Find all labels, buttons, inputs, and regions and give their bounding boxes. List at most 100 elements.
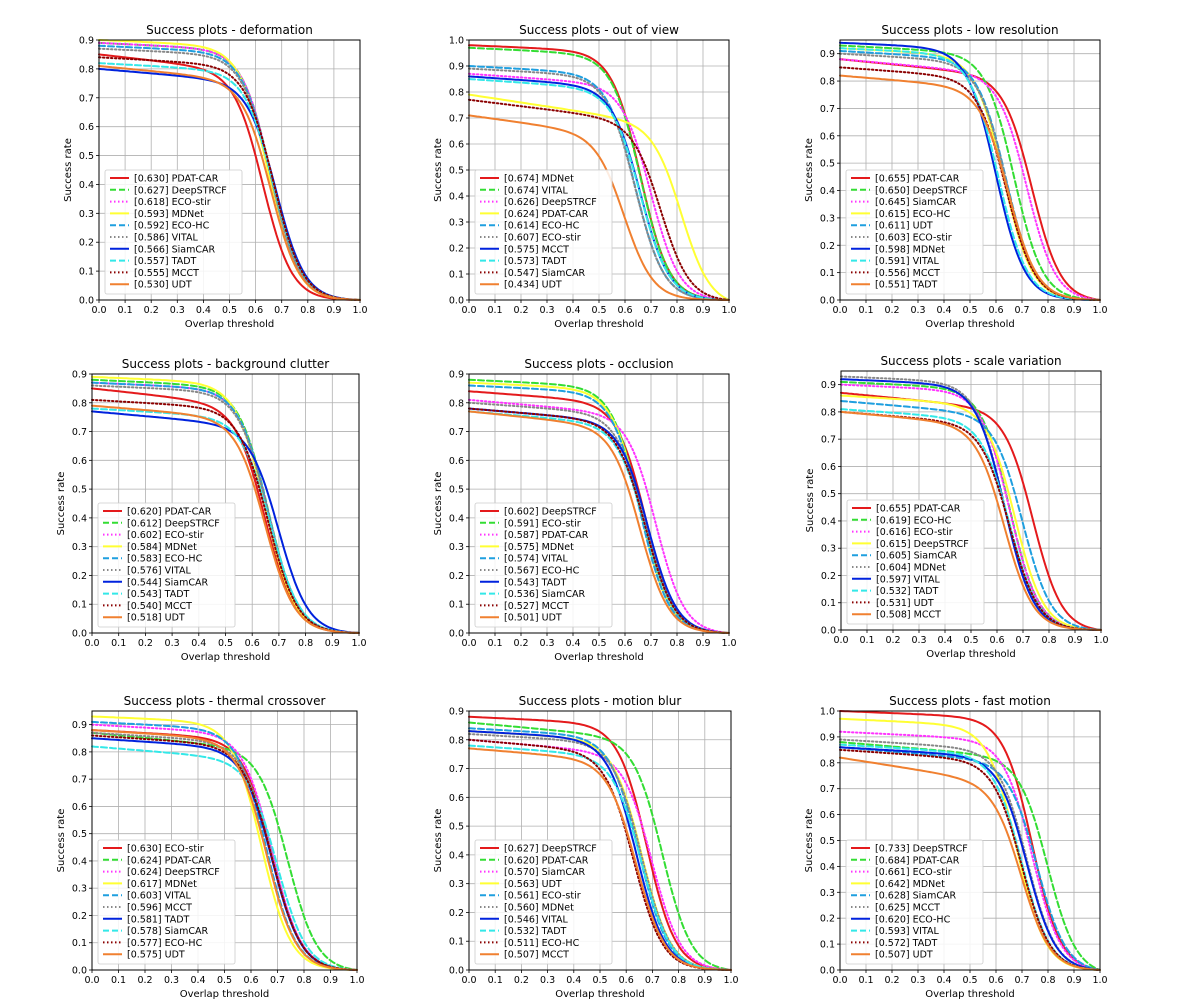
series-line: [468, 67, 730, 301]
legend-entry: [0.630] PDAT-CAR: [134, 174, 219, 185]
series-line: [839, 74, 1101, 301]
legend-entry: [0.603] ECO-stir: [875, 233, 952, 244]
x-tick-label: 0.6: [243, 975, 258, 986]
legend-entry: [0.575] MDNet: [504, 542, 574, 553]
legend-entry: [0.627] DeepSTRCF: [134, 185, 227, 196]
legend-entry: [0.655] PDAT-CAR: [876, 504, 961, 515]
x-tick-label: 0.7: [643, 305, 658, 316]
y-tick-label: 0.1: [449, 937, 464, 948]
series-line: [98, 67, 361, 301]
series-line: [839, 44, 1101, 301]
legend-entry: [0.655] PDAT-CAR: [875, 174, 960, 185]
x-tick-label: 0.1: [858, 975, 873, 986]
legend-entry: [0.611] UDT: [875, 221, 933, 232]
x-tick-label: 1.0: [349, 975, 364, 986]
x-tick-label: 0.2: [884, 975, 899, 986]
y-tick-label: 0.3: [820, 888, 835, 899]
y-tick-label: 0.1: [72, 600, 87, 611]
x-tick-label: 0.7: [1014, 975, 1029, 986]
x-tick-label: 0.4: [565, 305, 580, 316]
series-line: [91, 745, 358, 971]
series-line: [468, 114, 730, 301]
legend: [0.602] DeepSTRCF[0.591] ECO-stir[0.587]…: [474, 502, 613, 628]
y-tick-label: 0.2: [72, 911, 87, 922]
legend-entry: [0.598] MDNet: [875, 244, 945, 255]
x-tick-label: 0.6: [989, 635, 1004, 646]
series-line: [468, 384, 730, 634]
y-tick-label: 0.6: [72, 802, 87, 813]
chart-title: Success plots - low resolution: [881, 23, 1058, 37]
y-tick-label: 0.7: [449, 114, 464, 125]
y-tick-label: 0.1: [820, 940, 835, 951]
y-tick-label: 0.5: [449, 485, 464, 496]
legend-entry: [0.532] TADT: [876, 586, 939, 597]
x-tick-label: 0.0: [91, 305, 106, 316]
y-tick-label: 0.7: [449, 764, 464, 775]
chart-panel-6: 0.0 0.1 0.2 0.3 0.4 0.5 0.6 0.7 0.8 0.9 1.0 0.0 0.1 0…: [805, 354, 1109, 660]
y-tick-label: 0.0: [820, 296, 835, 307]
legend-box: [97, 839, 236, 965]
x-tick-label: 0.2: [513, 638, 528, 649]
y-tick-label: 0.0: [449, 966, 464, 977]
legend-entry: [0.501] UDT: [504, 613, 562, 624]
y-axis-label: Success rate: [56, 472, 67, 536]
x-tick-label: 0.6: [245, 638, 260, 649]
x-tick-label: 0.3: [165, 638, 180, 649]
x-tick-label: 0.8: [298, 638, 313, 649]
x-tick-label: 0.4: [936, 975, 951, 986]
legend-entry: [0.612] DeepSTRCF: [127, 518, 220, 529]
legend-entry: [0.527] MCCT: [504, 601, 569, 612]
series-line: [839, 710, 1101, 971]
legend-entry: [0.604] MDNet: [876, 563, 946, 574]
series-line: [468, 78, 730, 301]
x-axis-label: Overlap threshold: [555, 989, 645, 1000]
x-tick-label: 0.1: [118, 305, 133, 316]
x-tick-label: 0.3: [910, 975, 925, 986]
y-tick-label: 0.2: [821, 571, 836, 582]
legend-entry: [0.603] VITAL: [127, 891, 191, 902]
y-tick-label: 0.4: [449, 192, 464, 203]
chart-panel-8: 0.0 0.1 0.2 0.3 0.4 0.5 0.6 0.7 0.8 0.9 1.0 0.0 0.1 0…: [433, 694, 739, 1000]
legend-entry: [0.602] ECO-stir: [127, 530, 204, 541]
x-tick-label: 0.9: [326, 305, 341, 316]
x-tick-label: 0.2: [885, 635, 900, 646]
legend-entry: [0.581] TADT: [127, 914, 190, 925]
y-tick-label: 0.1: [72, 938, 87, 949]
y-tick-label: 0.6: [72, 456, 87, 467]
legend: [0.630] ECO-stir[0.624] PDAT-CAR[0.624] …: [97, 839, 236, 965]
legend-entry: [0.617] MDNet: [127, 879, 197, 890]
x-tick-label: 0.4: [191, 638, 206, 649]
y-tick-label: 0.9: [79, 36, 94, 47]
legend-entry: [0.544] SiamCAR: [127, 577, 209, 588]
x-tick-label: 0.7: [645, 975, 660, 986]
y-tick-label: 0.4: [79, 180, 94, 191]
chart-panel-9: 0.0 0.1 0.2 0.3 0.4 0.5 0.6 0.7 0.8 0.9 1.0 0.0 0.1 0…: [804, 694, 1108, 1000]
y-tick-label: 0.8: [449, 398, 464, 409]
y-tick-label: 0.0: [821, 626, 836, 637]
y-tick-label: 0.9: [72, 370, 87, 381]
legend-entry: [0.619] ECO-HC: [876, 515, 952, 526]
legend-entry: [0.555] MCCT: [134, 268, 199, 279]
y-tick-label: 0.1: [449, 270, 464, 281]
x-tick-label: 0.7: [270, 975, 285, 986]
legend-entry: [0.561] ECO-stir: [504, 891, 581, 902]
series-line: [840, 410, 1102, 631]
legend-entry: [0.592] ECO-HC: [134, 221, 210, 232]
y-tick-label: 1.0: [449, 36, 464, 47]
legend-entry: [0.583] ECO-HC: [127, 554, 203, 565]
x-tick-label: 0.1: [858, 305, 873, 316]
series-line: [839, 741, 1101, 971]
y-tick-label: 0.3: [821, 544, 836, 555]
series-line: [98, 65, 361, 301]
y-tick-label: 0.9: [820, 732, 835, 743]
y-axis-label: Success rate: [433, 138, 444, 202]
legend-entry: [0.566] SiamCAR: [134, 244, 216, 255]
y-tick-label: 0.4: [820, 186, 835, 197]
y-tick-label: 0.5: [821, 489, 836, 500]
x-tick-label: 0.9: [1066, 305, 1081, 316]
x-tick-label: 0.6: [248, 305, 263, 316]
legend: [0.630] PDAT-CAR[0.627] DeepSTRCF[0.618]…: [104, 169, 243, 295]
y-tick-label: 0.8: [449, 735, 464, 746]
x-tick-label: 0.7: [271, 638, 286, 649]
legend-entry: [0.567] ECO-HC: [504, 566, 580, 577]
